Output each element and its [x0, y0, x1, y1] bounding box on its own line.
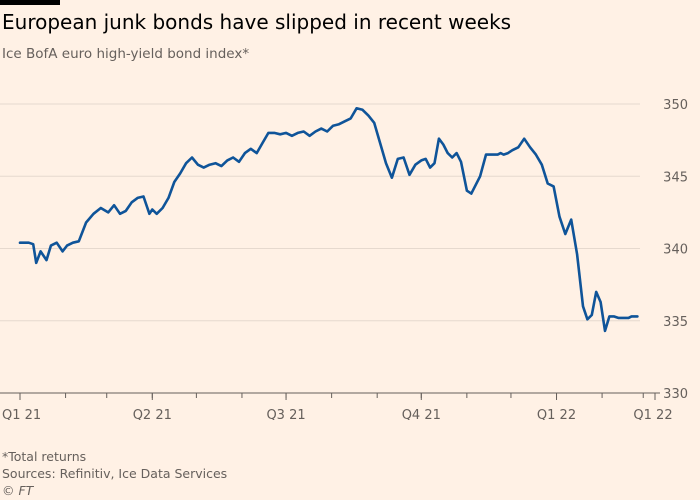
- x-tick-label-3: Q4 21: [402, 408, 441, 420]
- y-tick-label-350: 350: [663, 98, 688, 113]
- x-tick-label-4: Q1 22: [537, 408, 576, 420]
- y-tick-label-330: 330: [663, 387, 688, 402]
- series-line-0: [18, 107, 639, 333]
- y-tick-label-335: 335: [663, 315, 688, 330]
- y-tick-label-340: 340: [663, 243, 688, 258]
- source-note: Sources: Refinitiv, Ice Data Services: [2, 466, 228, 481]
- y-axis-ticks: 330 335 340 345 350: [663, 98, 688, 402]
- ft-brand-bar: [0, 0, 60, 5]
- chart-subtitle: Ice BofA euro high-yield bond index*: [2, 46, 250, 62]
- x-tick-label-5: Q1 22: [633, 408, 672, 420]
- x-tick-label-2: Q3 21: [266, 408, 305, 420]
- x-tick-label-1: Q2 21: [133, 408, 172, 420]
- y-tick-label-345: 345: [663, 170, 688, 185]
- x-axis: Q1 21 Q2 21 Q3 21 Q4 21 Q1 22 Q1 22: [0, 392, 673, 420]
- copyright: © FT: [2, 483, 34, 498]
- series-lines: [18, 107, 639, 333]
- footnote: *Total returns: [2, 449, 87, 464]
- x-tick-label-0: Q1 21: [2, 408, 41, 420]
- gridlines: [0, 103, 640, 394]
- chart-title: European junk bonds have slipped in rece…: [2, 10, 512, 34]
